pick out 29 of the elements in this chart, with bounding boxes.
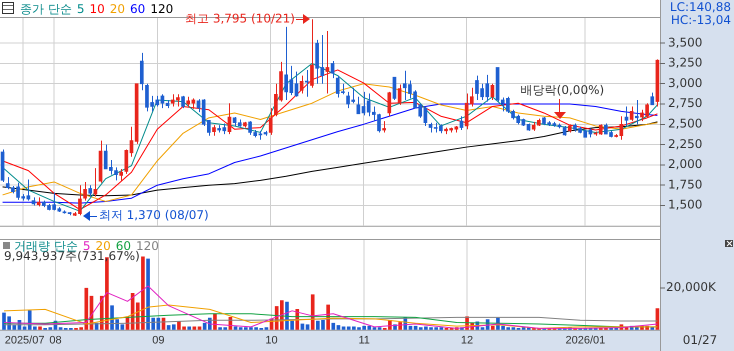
x-tick-label: 10	[265, 334, 278, 346]
x-tick-label: 12	[460, 334, 474, 346]
x-tick-label: 11	[358, 334, 370, 346]
y-tick-label: 2,500	[668, 116, 702, 130]
text: HC:-13,04	[670, 13, 731, 28]
y-tick-label: 3,500	[668, 35, 702, 50]
annotation: 최저 1,370 (08/07)	[98, 208, 209, 222]
legend-title: 종가 단순	[20, 2, 72, 16]
y-tick-label: 1,500	[668, 198, 702, 212]
y-tick-label: 1,750	[668, 177, 702, 192]
y-tick-label: 2,250	[668, 136, 702, 151]
text: 10	[89, 2, 105, 16]
y-tick-label: 3,250	[668, 56, 702, 70]
text: 01/27	[682, 333, 718, 348]
x-tick-label: 2026/01	[566, 334, 606, 346]
text: 20	[110, 2, 126, 16]
y-tick-label: 3,000	[668, 76, 702, 90]
text: 5	[76, 2, 84, 16]
x-tick-label: 2025/07	[4, 334, 44, 346]
x-tick-label: 09	[152, 334, 164, 346]
y-tick-label: 2,000	[668, 157, 702, 172]
text: 20,000K	[666, 280, 717, 294]
text: 60	[130, 2, 146, 16]
text: 120	[150, 2, 174, 16]
y-tick-label: 2,750	[668, 96, 702, 110]
annotation: 최고 3,795 (10/21)	[185, 11, 295, 26]
annotation: 배당락(0,00%)	[520, 83, 604, 98]
x-tick-label: 08	[49, 334, 62, 346]
text: LC:140,88	[670, 0, 731, 14]
